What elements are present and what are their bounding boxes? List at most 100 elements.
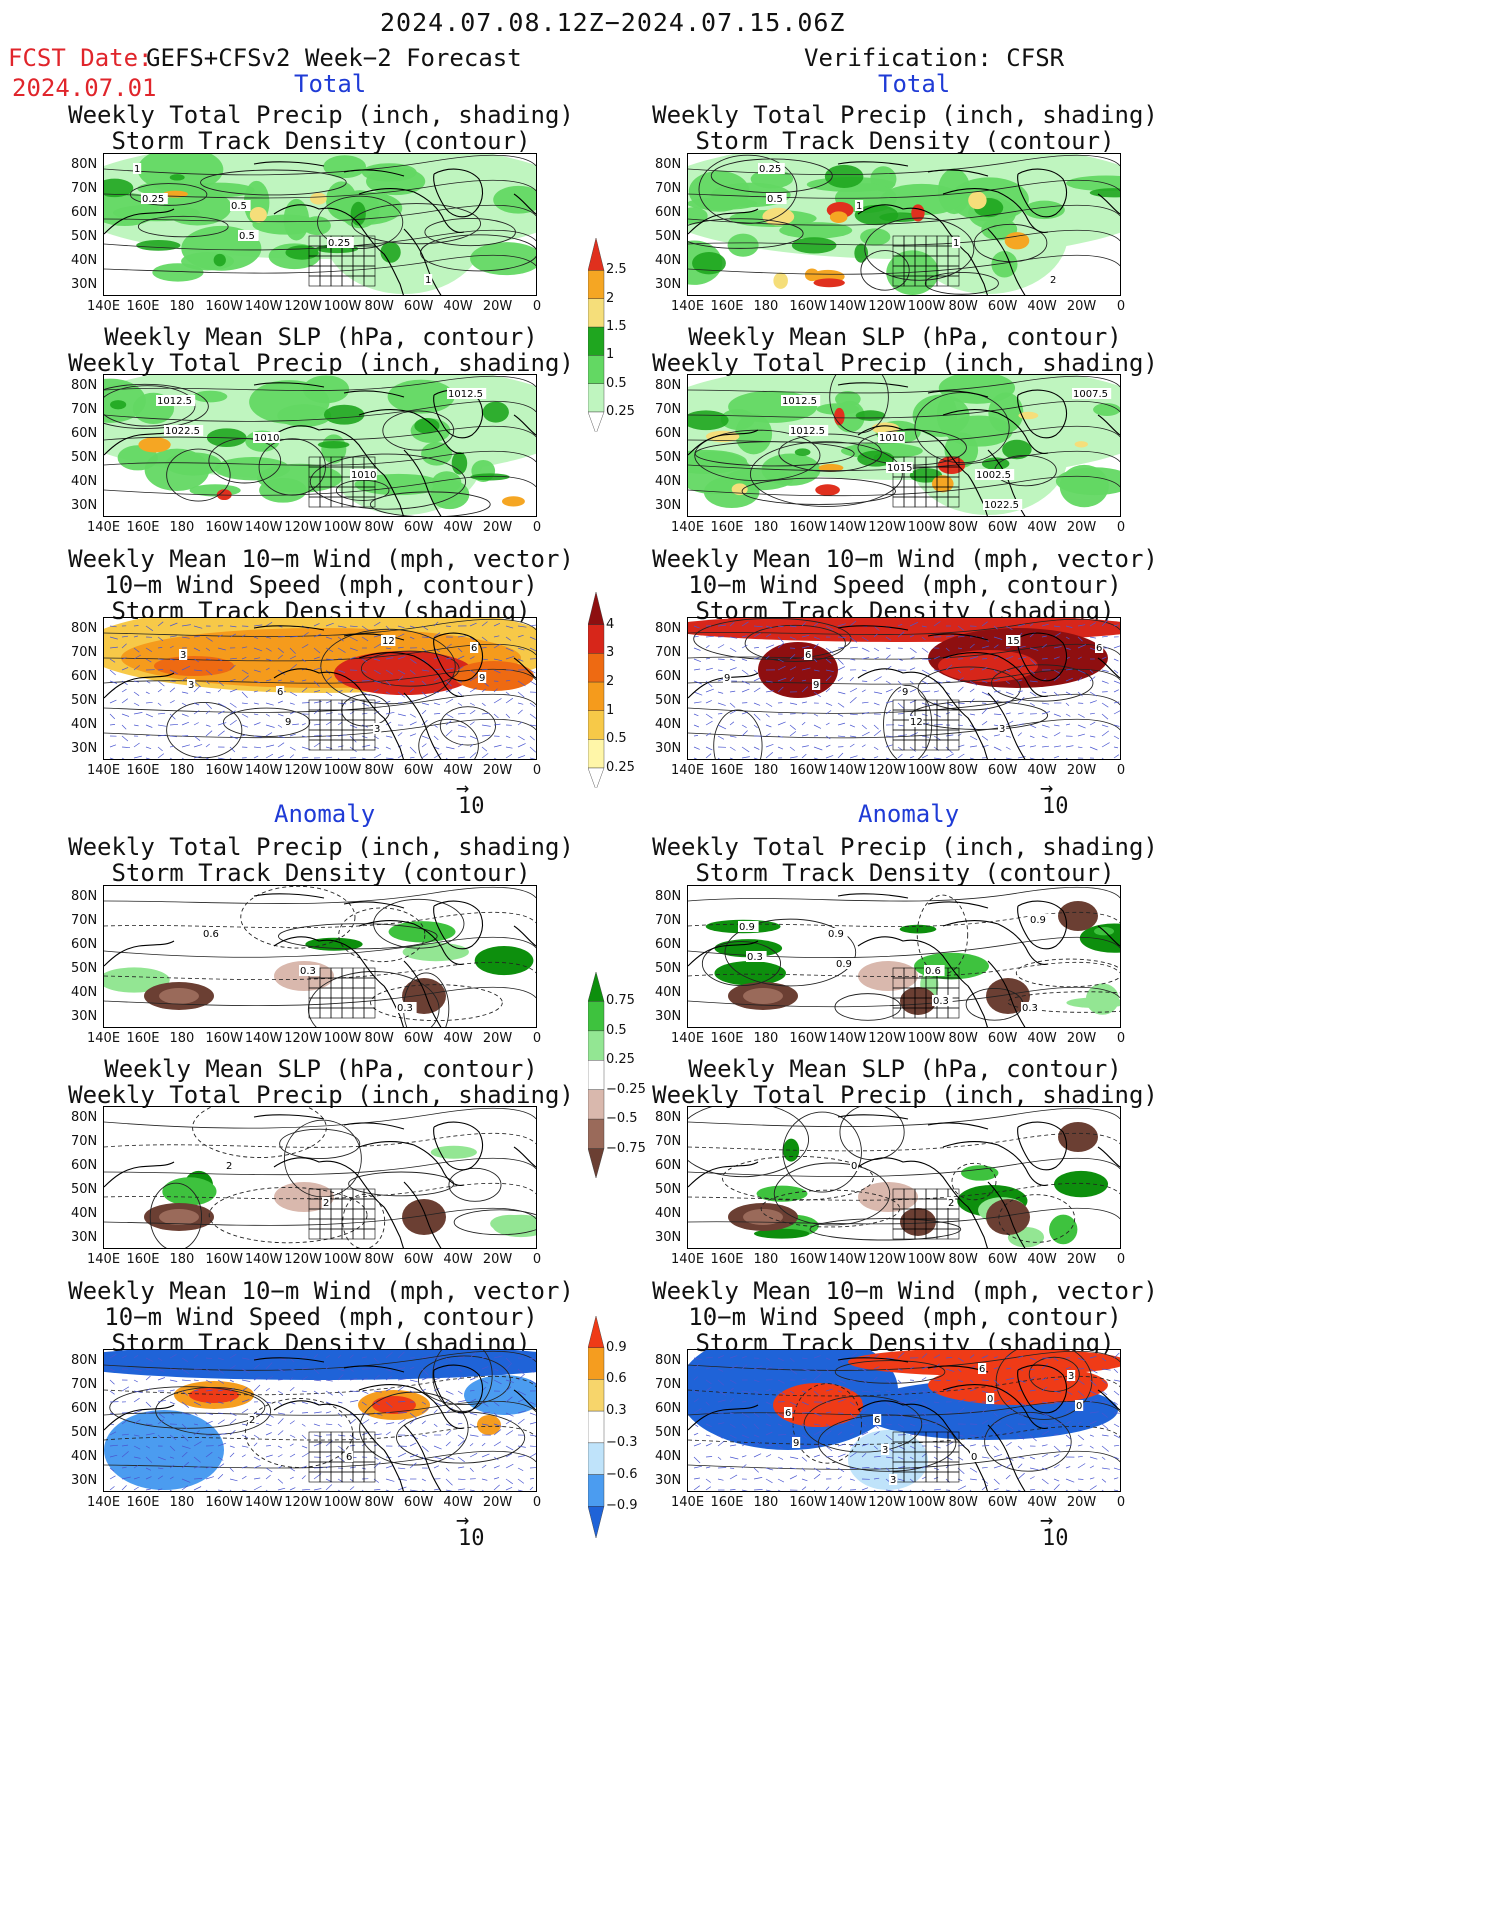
lat-tick-label: 60N	[71, 669, 98, 684]
contour-label-bg	[978, 1363, 987, 1374]
wind-vector	[325, 735, 331, 737]
wind-vector	[969, 713, 976, 716]
precip-shading	[1093, 403, 1120, 416]
wind-vector	[993, 1445, 999, 1451]
lat-tick-label: 30N	[655, 1009, 682, 1024]
wind-vector	[717, 1434, 723, 1439]
wind-vector	[109, 1412, 115, 1415]
wind-vector	[301, 1401, 309, 1405]
wind-vector	[169, 1379, 178, 1382]
wind-vector	[253, 1364, 260, 1370]
wind-vector	[313, 656, 320, 660]
wind-vector	[717, 735, 725, 740]
wind-vector	[409, 713, 416, 718]
lat-tick-label: 70N	[71, 181, 98, 196]
lat-tick-label: 30N	[655, 498, 682, 513]
state-boundary	[330, 1451, 343, 1463]
wind-vector	[1005, 1400, 1011, 1403]
wind-vector	[265, 724, 275, 728]
wind-vector	[969, 1409, 975, 1414]
state-boundary	[341, 1461, 354, 1473]
wind-vector	[121, 724, 127, 730]
state-boundary	[947, 496, 960, 508]
wind-vector	[469, 1352, 476, 1359]
wind-vector	[241, 1445, 249, 1448]
wind-vector	[289, 1453, 296, 1458]
wind-vector	[873, 1354, 879, 1359]
wind-vector	[921, 1434, 929, 1437]
wind-vector	[849, 1379, 856, 1382]
wind-vector	[933, 1421, 941, 1425]
coastline	[358, 920, 465, 965]
wind-vector	[705, 657, 711, 660]
precip-anomaly-shading	[900, 987, 936, 1015]
forecast-anomaly-precip-map-canvas: 0.60.30.3	[104, 886, 536, 1027]
wind-vector	[693, 647, 701, 651]
wind-vector	[933, 735, 942, 741]
wind-vector	[741, 644, 748, 649]
storm-density-shading	[938, 650, 1038, 682]
wind-vector	[765, 1401, 773, 1406]
wind-vector	[825, 658, 832, 664]
lon-tick-label: 100W	[323, 1495, 362, 1510]
contour-line	[104, 1207, 536, 1226]
wind-vector	[909, 656, 915, 660]
wind-vector	[289, 691, 298, 697]
wind-vector	[385, 757, 394, 759]
wind-vector	[445, 1430, 452, 1436]
wind-vector	[777, 1445, 783, 1449]
colorbar-segment	[588, 1442, 605, 1475]
contour-label: 2	[323, 1198, 329, 1209]
contour-line	[104, 1182, 536, 1200]
contour-label-bg	[424, 274, 433, 285]
state-boundary	[903, 486, 916, 498]
wind-vector	[1065, 1420, 1071, 1425]
wind-vector	[157, 1419, 165, 1425]
wind-vector	[469, 1377, 476, 1381]
wind-vector	[241, 1475, 247, 1480]
lat-tick-label: 40N	[71, 717, 98, 732]
state-boundary	[319, 275, 332, 287]
wind-vector	[837, 658, 844, 665]
state-boundary	[330, 1441, 343, 1453]
wind-vector	[861, 1487, 869, 1491]
lon-tick-label: 40W	[1027, 1031, 1057, 1046]
coastline	[857, 204, 988, 295]
wind-vector	[933, 713, 941, 718]
wind-vector	[301, 1390, 307, 1393]
precip-anomaly-shading	[159, 1209, 199, 1225]
wind-vector	[145, 701, 153, 704]
precip-shading	[387, 379, 455, 414]
wind-vector	[493, 1368, 499, 1372]
contour-line	[688, 1107, 1120, 1128]
lon-tick-label: 160W	[205, 1252, 244, 1267]
wind-vector	[529, 680, 536, 686]
lat-tick-label: 60N	[655, 426, 682, 441]
precip-total-colorbar	[588, 237, 605, 432]
contour-label-bg	[983, 499, 1023, 510]
wind-vector	[313, 1379, 322, 1382]
wind-vector	[729, 1398, 734, 1403]
wind-vector	[505, 735, 511, 739]
wind-vector	[921, 1390, 929, 1394]
wind-vector	[921, 1412, 927, 1416]
coastline	[358, 652, 465, 697]
contour-label-bg	[381, 635, 396, 646]
wind-vector	[457, 1356, 465, 1359]
wind-vector	[873, 1456, 881, 1458]
wind-vector	[1017, 645, 1026, 649]
wind-vector	[849, 724, 856, 728]
lat-tick-label: 70N	[655, 1134, 682, 1149]
wind-vector	[313, 723, 321, 726]
wind-vector	[693, 701, 702, 704]
wind-vector	[481, 621, 488, 627]
colorbar-tick-label: 2	[606, 674, 615, 689]
wind-vector	[933, 1379, 941, 1381]
contour-label: 2	[226, 1161, 232, 1172]
contour-line	[104, 618, 536, 637]
wind-vector	[193, 755, 202, 759]
wind-vector	[849, 735, 857, 738]
wind-vector	[1029, 1467, 1039, 1471]
coastline	[1097, 657, 1120, 679]
wind-vector	[421, 753, 429, 759]
